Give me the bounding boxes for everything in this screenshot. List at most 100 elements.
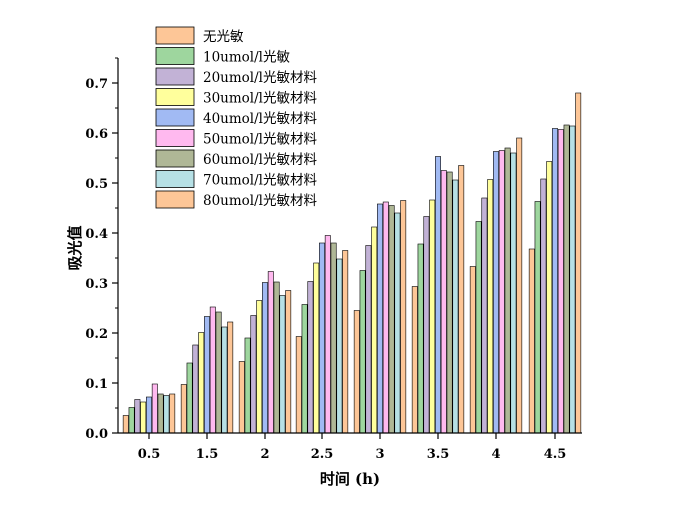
bar — [552, 128, 558, 434]
bar — [324, 235, 331, 434]
bar — [262, 282, 268, 434]
legend-swatch — [155, 149, 195, 168]
bar — [510, 152, 517, 434]
x-tick-label: 4 — [491, 447, 500, 462]
bar — [423, 216, 430, 434]
legend-label: 60umol/l光敏材料 — [203, 152, 317, 168]
bar — [382, 201, 389, 434]
bar — [319, 242, 325, 434]
bar — [279, 295, 286, 434]
x-tick-label: 2 — [260, 447, 269, 462]
bars-layer — [122, 92, 582, 434]
bar — [540, 178, 547, 434]
bar — [563, 124, 570, 434]
bar — [244, 337, 251, 434]
bar — [313, 262, 320, 434]
y-tick-label: 0.7 — [85, 77, 108, 92]
y-tick-label: 0.0 — [85, 427, 108, 442]
x-ticks: 0.5 1.5 2 2.5 3 3.5 4 4.5 — [138, 433, 567, 462]
legend-label: 无光敏 — [203, 29, 244, 45]
y-tick-label: 0.3 — [85, 277, 108, 292]
bar — [267, 271, 274, 434]
bar — [163, 395, 170, 434]
bar — [475, 221, 482, 434]
bar — [458, 165, 465, 434]
bar — [534, 201, 541, 434]
bar — [498, 150, 505, 434]
legend-label: 40umol/l光敏材料 — [203, 111, 317, 127]
bar — [429, 199, 436, 434]
bar — [394, 212, 401, 434]
x-tick-label: 3 — [375, 447, 384, 462]
x-tick-label: 1.5 — [196, 447, 219, 462]
bar — [204, 316, 210, 434]
legend-swatch — [155, 88, 195, 106]
bar — [134, 399, 141, 434]
legend-swatch — [155, 67, 195, 86]
bar — [353, 310, 360, 434]
y-tick-label: 0.5 — [85, 177, 108, 192]
bar — [146, 396, 152, 434]
bar — [487, 179, 494, 434]
bar — [209, 306, 216, 434]
y-axis-title: 吸光值 — [66, 225, 84, 270]
legend-label: 50umol/l光敏材料 — [203, 132, 317, 148]
bar — [192, 344, 199, 434]
bar — [336, 258, 343, 434]
bar — [307, 281, 314, 434]
x-tick-label: 4.5 — [544, 447, 567, 462]
legend-label: 20umol/l光敏材料 — [203, 70, 317, 86]
axes-layer — [117, 58, 582, 434]
legend-label: 70umol/l光敏材料 — [203, 173, 317, 189]
bar — [481, 197, 488, 434]
legend-label: 10umol/l光敏 — [203, 50, 290, 66]
y-tick-label: 0.2 — [85, 327, 108, 342]
bar — [140, 401, 147, 434]
bar — [440, 170, 447, 434]
y-ticks: 0.0 0.1 0.2 0.3 0.4 0.5 0.6 0.7 — [85, 57, 118, 442]
bar — [342, 250, 349, 434]
bar — [417, 243, 424, 434]
bar — [128, 407, 135, 434]
bar — [388, 205, 395, 434]
bar — [227, 321, 234, 434]
bar — [516, 137, 523, 434]
legend-swatch — [155, 129, 195, 147]
bar — [221, 326, 228, 434]
bar — [504, 147, 511, 434]
bar — [411, 286, 418, 434]
legend-label: 30umol/l光敏材料 — [203, 91, 317, 107]
y-tick-label: 0.1 — [85, 377, 108, 392]
bar — [371, 226, 378, 434]
bar — [493, 151, 499, 434]
legend-swatch — [155, 190, 195, 209]
bar — [446, 171, 453, 434]
bar — [400, 200, 407, 434]
bar — [256, 300, 263, 434]
bar — [330, 242, 337, 434]
bar — [435, 156, 441, 434]
legend-swatch — [155, 170, 195, 188]
bar — [295, 336, 302, 434]
legend-swatch — [155, 47, 195, 65]
x-tick-label: 0.5 — [138, 447, 161, 462]
bar — [122, 415, 129, 434]
bar — [377, 203, 383, 434]
bar — [186, 362, 193, 434]
bar — [151, 383, 158, 434]
bar — [301, 304, 308, 434]
legend-swatch — [155, 26, 195, 45]
x-axis-title: 时间 (h) — [320, 470, 380, 488]
bar — [359, 270, 366, 434]
bar — [215, 311, 222, 434]
y-tick-label: 0.6 — [85, 127, 108, 142]
bar — [528, 248, 535, 434]
bar — [157, 393, 164, 434]
legend-label: 80umol/l光敏材料 — [203, 193, 317, 209]
bar — [180, 384, 187, 434]
x-tick-label: 2.5 — [311, 447, 334, 462]
bar — [169, 393, 176, 434]
bar — [575, 92, 582, 434]
